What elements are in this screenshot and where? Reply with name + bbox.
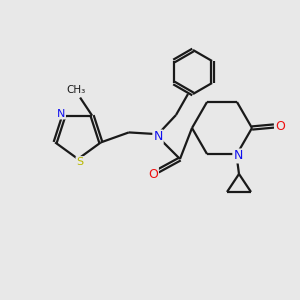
Text: N: N xyxy=(233,149,243,163)
Text: O: O xyxy=(148,167,158,181)
Text: O: O xyxy=(275,119,285,133)
Text: N: N xyxy=(57,109,65,118)
Text: N: N xyxy=(153,130,163,143)
Text: CH₃: CH₃ xyxy=(67,85,86,94)
Text: S: S xyxy=(76,157,84,167)
